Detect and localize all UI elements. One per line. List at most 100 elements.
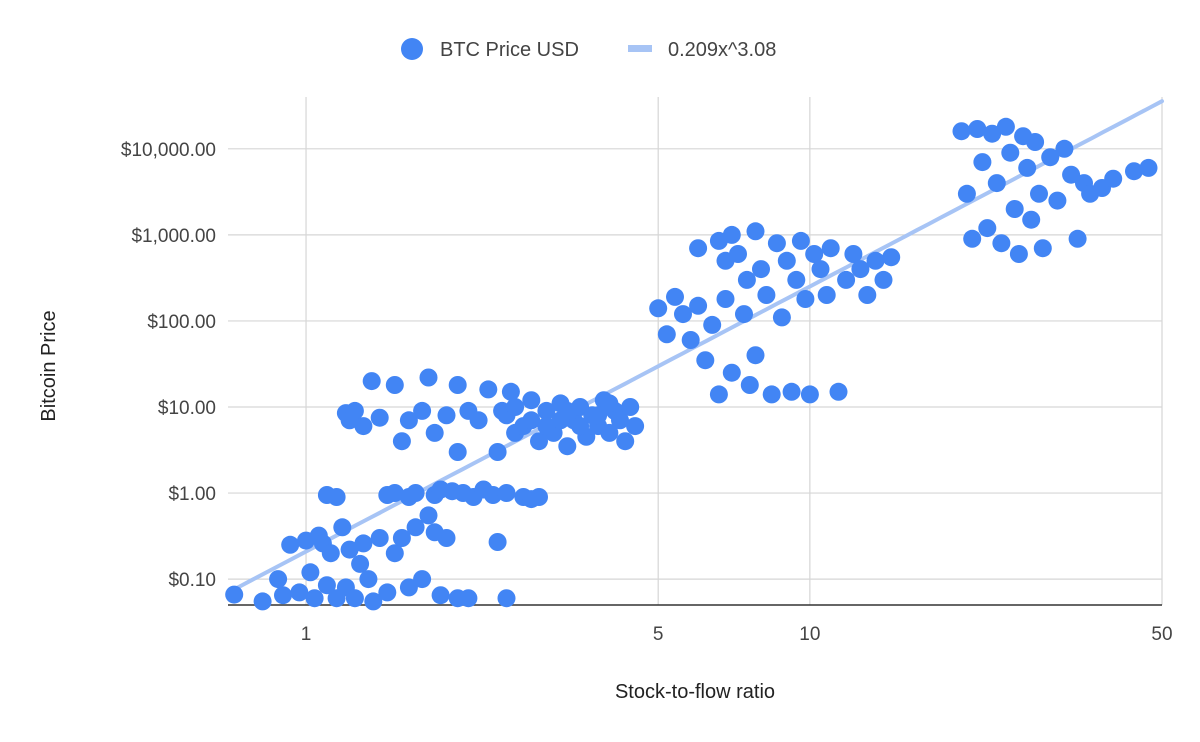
data-point-112 (703, 315, 722, 334)
data-point-71 (501, 382, 520, 401)
data-point-128 (767, 234, 786, 253)
data-point-57 (437, 406, 456, 425)
data-point-129 (772, 308, 791, 327)
data-point-43 (362, 372, 381, 391)
data-point-156 (992, 234, 1011, 253)
data-point-28 (413, 570, 432, 589)
data-point-144 (858, 286, 877, 304)
data-point-48 (392, 432, 411, 451)
data-point-16 (340, 540, 359, 559)
data-point-139 (821, 239, 840, 258)
data-point-4 (281, 535, 300, 554)
data-point-32 (437, 529, 456, 547)
data-point-168 (1048, 191, 1067, 210)
x-tick-label-1: 5 (653, 624, 664, 645)
data-point-164 (1026, 133, 1045, 151)
data-point-160 (1009, 245, 1028, 263)
data-point-53 (419, 368, 438, 387)
data-point-26 (399, 578, 418, 597)
data-point-106 (666, 287, 684, 306)
data-point-11 (317, 576, 336, 595)
data-point-107 (674, 305, 692, 324)
data-point-177 (1139, 158, 1158, 177)
data-point-145 (866, 251, 885, 270)
data-point-158 (1001, 143, 1020, 162)
data-point-81 (537, 401, 556, 420)
data-point-12 (321, 544, 340, 563)
data-point-51 (406, 484, 425, 502)
legend: BTC Price USD 0.209x^3.08 (401, 38, 776, 61)
data-point-111 (696, 351, 715, 370)
y-tick-label-5: $10,000.00 (121, 140, 216, 161)
data-point-102 (600, 394, 619, 413)
legend-marker-btc-price (401, 38, 423, 60)
data-point-118 (722, 225, 741, 244)
data-point-110 (689, 296, 708, 315)
data-point-171 (1068, 229, 1087, 248)
data-point-23 (378, 583, 397, 602)
data-point-60 (448, 443, 467, 461)
data-point-136 (805, 245, 824, 263)
data-point-22 (370, 529, 389, 547)
data-point-7 (301, 563, 320, 582)
data-point-122 (740, 376, 759, 394)
data-point-146 (874, 270, 893, 289)
data-point-77 (506, 398, 525, 416)
data-point-55 (425, 423, 444, 442)
data-point-141 (837, 270, 856, 289)
data-point-2 (269, 570, 288, 589)
data-point-138 (817, 286, 836, 304)
data-point-163 (1022, 210, 1041, 229)
y-tick-label-1: $1.00 (168, 484, 216, 505)
data-point-8 (305, 589, 324, 608)
data-point-18 (351, 554, 370, 573)
data-point-120 (735, 305, 753, 324)
data-point-66 (479, 380, 498, 399)
x-tick-label-2: 10 (799, 624, 820, 645)
tick-labels: $0.10 $1.00 $10.00 $100.00 $1,000.00 $10,000.… (121, 140, 1173, 645)
data-point-153 (978, 219, 997, 238)
data-point-162 (1018, 158, 1037, 177)
data-point-109 (689, 239, 708, 258)
data-point-1 (253, 592, 272, 611)
data-point-35 (488, 533, 507, 551)
data-point-114 (709, 385, 728, 404)
data-point-140 (829, 382, 848, 401)
data-point-94 (616, 432, 635, 451)
data-point-36 (497, 589, 516, 608)
data-point-96 (626, 417, 645, 436)
data-point-123 (746, 222, 765, 241)
data-point-132 (787, 270, 806, 289)
legend-label-trendline: 0.209x^3.08 (668, 39, 776, 61)
data-point-79 (522, 391, 541, 410)
data-point-41 (345, 401, 364, 420)
data-point-24 (385, 544, 404, 563)
data-point-175 (1104, 169, 1123, 188)
data-point-5 (290, 583, 309, 602)
data-point-47 (385, 376, 404, 394)
data-point-95 (621, 398, 640, 416)
data-point-14 (333, 518, 352, 537)
data-point-93 (611, 411, 629, 430)
data-point-130 (777, 251, 796, 270)
data-point-147 (882, 248, 901, 267)
data-point-34 (459, 589, 478, 608)
data-point-31 (431, 586, 450, 605)
data-point-84 (558, 437, 577, 456)
data-point-154 (983, 124, 1002, 143)
data-point-64 (469, 411, 488, 430)
data-point-116 (716, 290, 735, 308)
data-point-42 (354, 417, 373, 436)
data-point-105 (657, 325, 676, 344)
y-tick-label-3: $100.00 (147, 312, 216, 333)
data-point-142 (844, 245, 863, 263)
data-point-149 (957, 184, 976, 203)
data-point-46 (385, 484, 404, 502)
data-point-0 (225, 585, 244, 604)
data-point-133 (791, 231, 810, 250)
data-point-100 (522, 411, 541, 430)
data-point-104 (649, 299, 668, 318)
data-point-70 (497, 484, 516, 502)
data-point-127 (762, 385, 781, 404)
